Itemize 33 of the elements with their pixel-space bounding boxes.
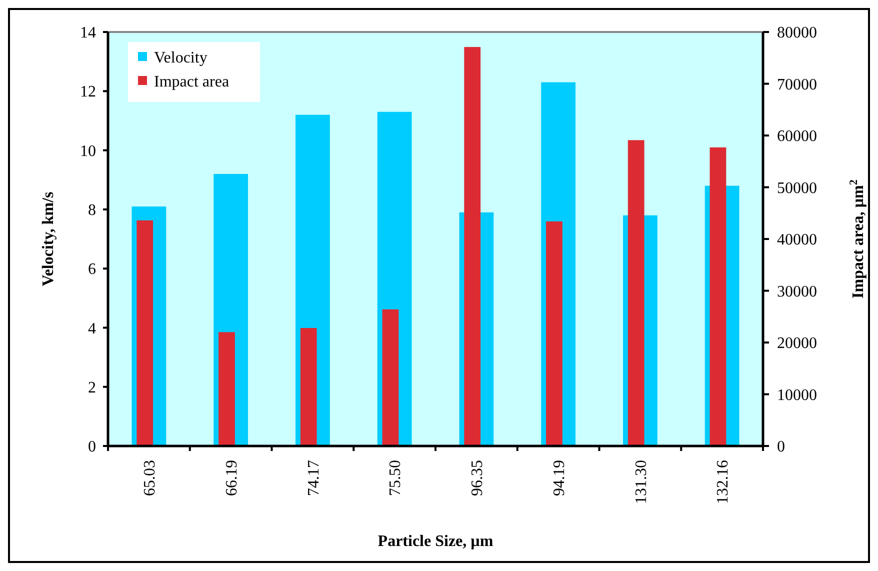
legend-label: Impact area: [154, 74, 230, 91]
y-tick-label: 2: [88, 379, 96, 396]
y-tick-label: 6: [88, 261, 96, 278]
y2-tick-label: 80000: [777, 24, 817, 42]
y2-tick-label: 50000: [777, 180, 817, 197]
y2-tick-label: 30000: [777, 283, 817, 300]
x-tick-label: 131.30: [632, 460, 650, 504]
y-tick-label: 14: [80, 24, 96, 42]
y-tick-label: 8: [88, 202, 96, 220]
x-tick-label: 132.16: [714, 460, 732, 504]
y2-tick-label: 0: [777, 438, 785, 456]
x-tick-label: 66.19: [223, 460, 240, 496]
y2-tick-label: 40000: [777, 232, 817, 249]
bar: [546, 221, 562, 446]
y2-tick-label: 70000: [777, 76, 817, 94]
y-tick-label: 12: [80, 84, 96, 101]
x-tick-label: 65.03: [142, 460, 159, 496]
legend-label: Velocity: [154, 50, 208, 67]
x-tick-label: 96.35: [469, 460, 486, 496]
y2-tick-label: 60000: [777, 128, 817, 146]
x-tick-label: 94.19: [550, 460, 568, 496]
x-tick-label: 74.17: [305, 460, 322, 496]
y-tick-label: 0: [88, 438, 96, 456]
y2-tick-label: 10000: [777, 386, 817, 404]
y-axis-title: Velocity, km/s: [40, 192, 57, 286]
bar: [218, 332, 235, 446]
x-axis-title: Particle Size, µm: [378, 533, 494, 550]
y-tick-label: 10: [80, 142, 96, 160]
bar: [382, 309, 399, 446]
y-tick-label: 4: [88, 320, 96, 338]
y2-tick-label: 20000: [777, 335, 817, 352]
x-tick-label: 75.50: [387, 460, 404, 496]
bar: [300, 328, 317, 446]
